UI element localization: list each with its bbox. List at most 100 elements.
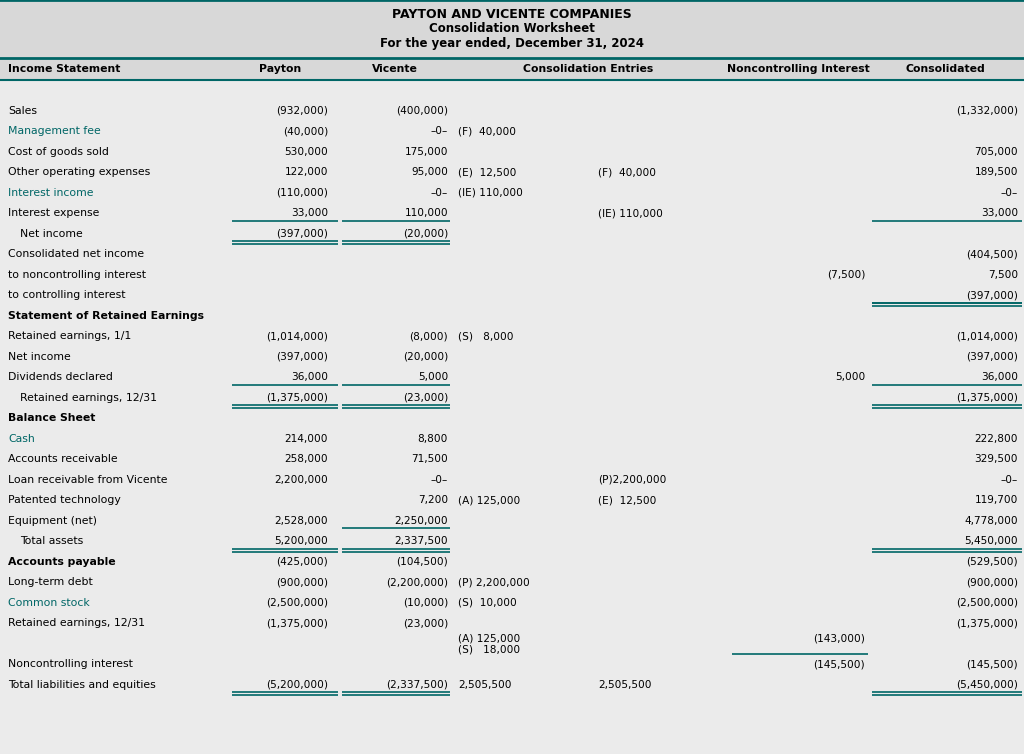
Text: 5,000: 5,000: [418, 372, 449, 382]
Text: 2,505,500: 2,505,500: [598, 680, 651, 690]
Text: (IE) 110,000: (IE) 110,000: [598, 208, 663, 218]
Text: Consolidated: Consolidated: [905, 64, 985, 74]
Text: 214,000: 214,000: [285, 434, 328, 444]
Text: 222,800: 222,800: [975, 434, 1018, 444]
Text: Income Statement: Income Statement: [8, 64, 121, 74]
Text: (20,000): (20,000): [402, 352, 449, 362]
Text: 8,800: 8,800: [418, 434, 449, 444]
Text: to noncontrolling interest: to noncontrolling interest: [8, 270, 146, 280]
Text: (529,500): (529,500): [967, 556, 1018, 567]
Text: 2,200,000: 2,200,000: [274, 475, 328, 485]
Text: 5,200,000: 5,200,000: [274, 536, 328, 546]
Text: Total liabilities and equities: Total liabilities and equities: [8, 680, 156, 690]
Text: (425,000): (425,000): [276, 556, 328, 567]
Text: Interest income: Interest income: [8, 188, 93, 198]
Text: PAYTON AND VICENTE COMPANIES: PAYTON AND VICENTE COMPANIES: [392, 8, 632, 20]
Text: (10,000): (10,000): [402, 598, 449, 608]
Text: (S)   8,000: (S) 8,000: [458, 331, 513, 342]
Text: Retained earnings, 1/1: Retained earnings, 1/1: [8, 331, 131, 342]
Text: (2,337,500): (2,337,500): [386, 680, 449, 690]
Text: Patented technology: Patented technology: [8, 495, 121, 505]
Text: (7,500): (7,500): [826, 270, 865, 280]
Text: For the year ended, December 31, 2024: For the year ended, December 31, 2024: [380, 36, 644, 50]
Text: 71,500: 71,500: [412, 454, 449, 464]
Text: Cost of goods sold: Cost of goods sold: [8, 147, 109, 157]
Text: (5,450,000): (5,450,000): [956, 680, 1018, 690]
Text: (1,375,000): (1,375,000): [266, 393, 328, 403]
Text: 189,500: 189,500: [975, 167, 1018, 177]
Text: 110,000: 110,000: [404, 208, 449, 218]
Text: 705,000: 705,000: [975, 147, 1018, 157]
Text: (5,200,000): (5,200,000): [266, 680, 328, 690]
Text: 329,500: 329,500: [975, 454, 1018, 464]
Text: (P) 2,200,000: (P) 2,200,000: [458, 578, 529, 587]
Text: Consolidation Worksheet: Consolidation Worksheet: [429, 22, 595, 35]
Text: Balance Sheet: Balance Sheet: [8, 413, 95, 423]
Text: Retained earnings, 12/31: Retained earnings, 12/31: [8, 618, 145, 628]
Text: (145,500): (145,500): [813, 659, 865, 670]
Text: (397,000): (397,000): [276, 352, 328, 362]
Text: (E)  12,500: (E) 12,500: [598, 495, 656, 505]
Text: Loan receivable from Vicente: Loan receivable from Vicente: [8, 475, 168, 485]
Text: Accounts payable: Accounts payable: [8, 556, 116, 567]
Text: 530,000: 530,000: [285, 147, 328, 157]
Text: 119,700: 119,700: [975, 495, 1018, 505]
Text: Net income: Net income: [8, 352, 71, 362]
Text: Sales: Sales: [8, 106, 37, 116]
Text: Management fee: Management fee: [8, 126, 100, 136]
Text: (P)2,200,000: (P)2,200,000: [598, 475, 667, 485]
Text: –0–: –0–: [1000, 475, 1018, 485]
Text: (404,500): (404,500): [967, 250, 1018, 259]
Text: (2,500,000): (2,500,000): [266, 598, 328, 608]
Text: (23,000): (23,000): [402, 618, 449, 628]
Text: 2,505,500: 2,505,500: [458, 680, 512, 690]
Text: 5,000: 5,000: [835, 372, 865, 382]
Text: Noncontrolling interest: Noncontrolling interest: [8, 659, 133, 670]
Text: (20,000): (20,000): [402, 228, 449, 239]
Text: Interest expense: Interest expense: [8, 208, 99, 218]
Text: (1,014,000): (1,014,000): [266, 331, 328, 342]
Bar: [0, 58, 1024, 80]
Text: (397,000): (397,000): [276, 228, 328, 239]
Text: 122,000: 122,000: [285, 167, 328, 177]
Text: 7,200: 7,200: [418, 495, 449, 505]
Text: (104,500): (104,500): [396, 556, 449, 567]
Bar: [0, 0, 1024, 58]
Text: Retained earnings, 12/31: Retained earnings, 12/31: [20, 393, 157, 403]
Text: –0–: –0–: [1000, 188, 1018, 198]
Text: (F)  40,000: (F) 40,000: [458, 126, 516, 136]
Text: Vicente: Vicente: [372, 64, 418, 74]
Text: (1,014,000): (1,014,000): [956, 331, 1018, 342]
Text: (400,000): (400,000): [396, 106, 449, 116]
Text: (40,000): (40,000): [283, 126, 328, 136]
Text: (IE) 110,000: (IE) 110,000: [458, 188, 523, 198]
Text: –0–: –0–: [431, 475, 449, 485]
Text: (1,332,000): (1,332,000): [956, 106, 1018, 116]
Text: Net income: Net income: [20, 228, 83, 239]
Text: Long-term debt: Long-term debt: [8, 578, 93, 587]
Text: –0–: –0–: [431, 188, 449, 198]
Text: 36,000: 36,000: [291, 372, 328, 382]
Text: 7,500: 7,500: [988, 270, 1018, 280]
Text: Accounts receivable: Accounts receivable: [8, 454, 118, 464]
Text: Noncontrolling Interest: Noncontrolling Interest: [727, 64, 869, 74]
Text: (397,000): (397,000): [966, 352, 1018, 362]
Text: (110,000): (110,000): [276, 188, 328, 198]
Text: (1,375,000): (1,375,000): [266, 618, 328, 628]
Text: (1,375,000): (1,375,000): [956, 393, 1018, 403]
Text: 4,778,000: 4,778,000: [965, 516, 1018, 526]
Text: (F)  40,000: (F) 40,000: [598, 167, 656, 177]
Text: 258,000: 258,000: [285, 454, 328, 464]
Text: to controlling interest: to controlling interest: [8, 290, 126, 300]
Text: (A) 125,000: (A) 125,000: [458, 633, 520, 643]
Text: (S)   18,000: (S) 18,000: [458, 645, 520, 654]
Text: 175,000: 175,000: [404, 147, 449, 157]
Text: (S)  10,000: (S) 10,000: [458, 598, 517, 608]
Text: (E)  12,500: (E) 12,500: [458, 167, 516, 177]
Text: 2,250,000: 2,250,000: [394, 516, 449, 526]
Text: 33,000: 33,000: [981, 208, 1018, 218]
Text: (23,000): (23,000): [402, 393, 449, 403]
Text: –0–: –0–: [431, 126, 449, 136]
Text: (145,500): (145,500): [967, 659, 1018, 670]
Text: 2,528,000: 2,528,000: [274, 516, 328, 526]
